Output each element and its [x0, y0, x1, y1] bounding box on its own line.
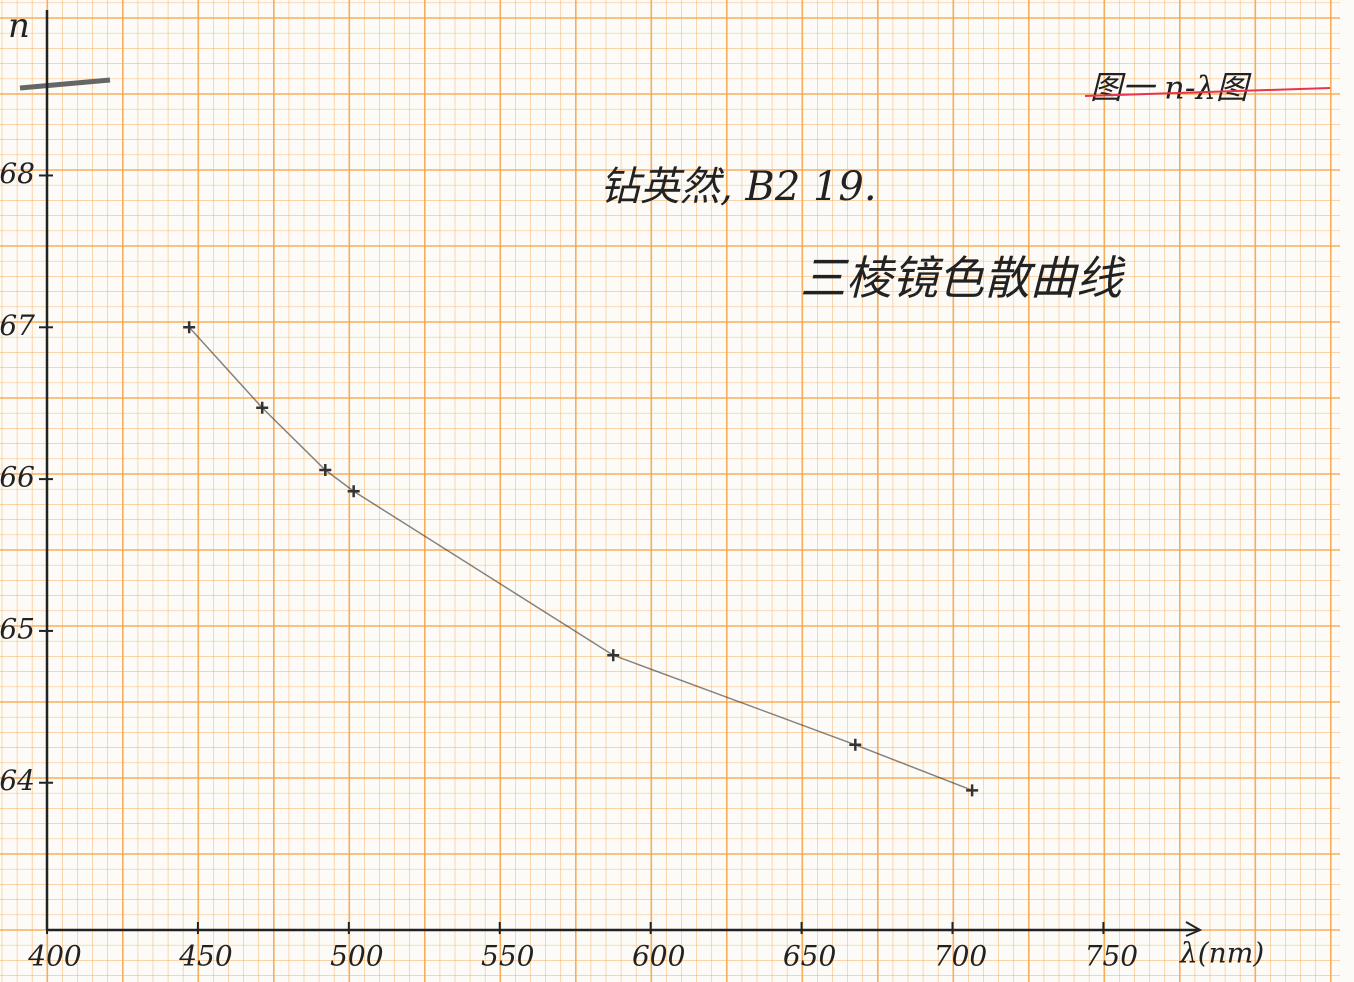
x-tick-label: 450	[178, 940, 232, 973]
x-tick-label: 400	[27, 940, 81, 973]
chart: 钻英然, B2 19. 三棱镜色散曲线 图一 n-λ图 λ(nm) n 400 4…	[0, 0, 1354, 982]
x-tick-label: 700	[934, 940, 987, 973]
x-tick-label: 750	[1085, 940, 1138, 973]
author-note: 钻英然, B2 19.	[600, 164, 877, 210]
x-axis-label: λ(nm)	[1179, 937, 1264, 970]
y-tick-label: .64	[0, 764, 35, 797]
y-axis-label: n	[8, 6, 30, 46]
x-tick-label: 500	[330, 940, 383, 973]
paper	[0, 0, 1354, 982]
x-tick-label: 600	[632, 940, 685, 973]
y-tick-label: .66	[0, 461, 35, 494]
y-tick-label: .68	[0, 157, 35, 190]
figure-label: 图一 n-λ图	[1090, 69, 1252, 107]
page: {"chart_data":{"type":"line", "title":"三…	[0, 0, 1354, 982]
x-tick-label: 650	[783, 940, 836, 973]
y-tick-label: .67	[0, 309, 35, 342]
chart-title: 三棱镜色散曲线	[800, 251, 1126, 305]
x-tick-label: 550	[481, 940, 534, 973]
y-tick-label: .65	[0, 612, 35, 645]
